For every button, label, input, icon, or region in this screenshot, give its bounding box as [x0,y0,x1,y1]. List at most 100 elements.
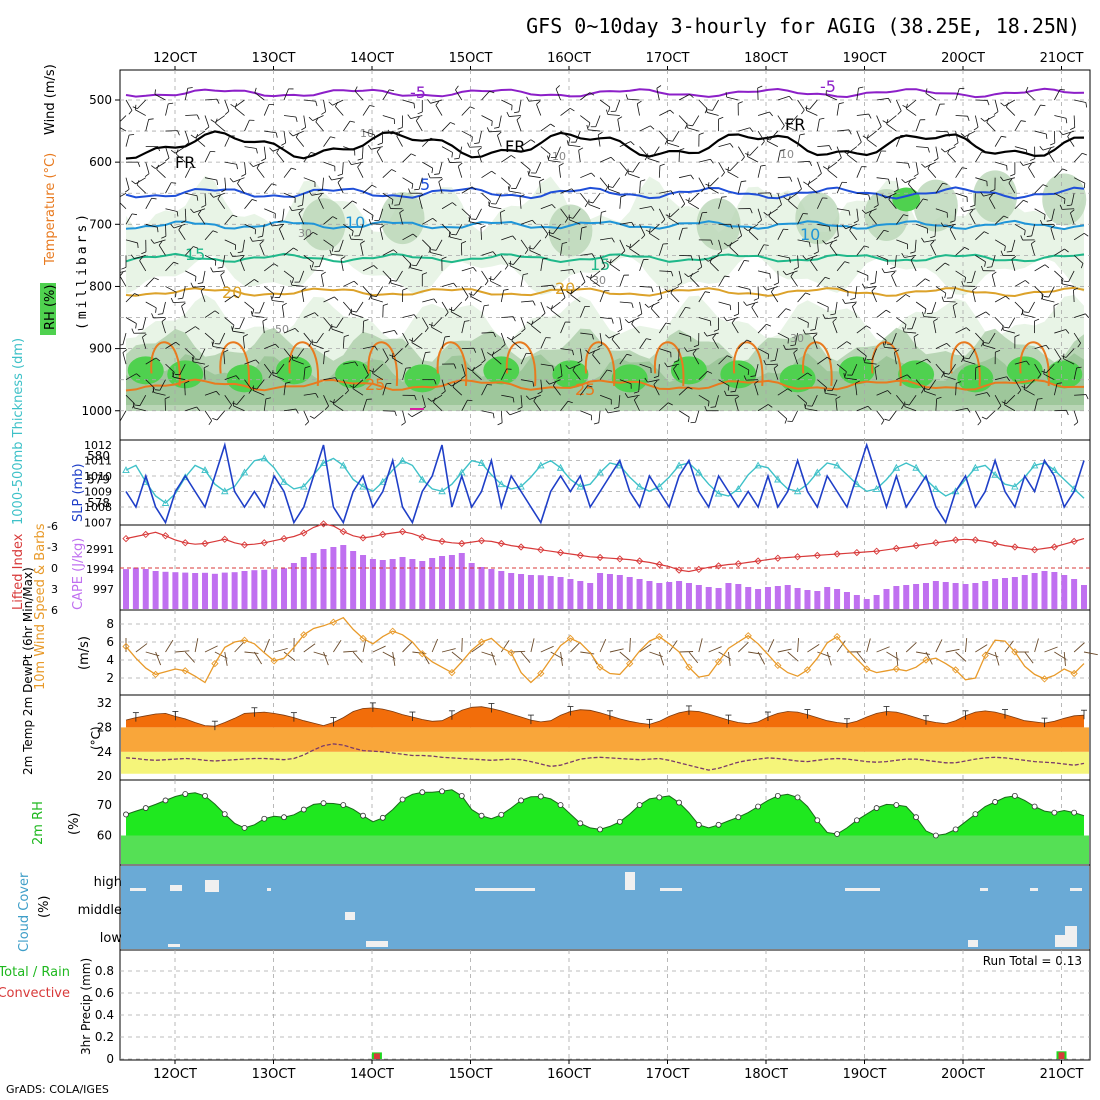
wind-barb-flag [783,228,789,231]
wind-barb [769,130,779,141]
wind-barb [244,223,256,230]
wind-barb [806,110,818,116]
wind-barb [994,99,999,112]
wind-barb [836,341,848,349]
li-marker [734,560,742,568]
wind-barb-flag [940,148,946,153]
wind-barb [342,120,351,132]
wind-barb [256,167,265,178]
wind-barb [955,348,964,358]
wind-barb [807,185,818,194]
wind-barb-flag [610,156,615,162]
rh2m-marker [893,802,900,808]
wind-barb [955,88,960,101]
rh-legend-swatch [40,283,56,335]
wind-barb [204,310,216,318]
wind-barb-flag [668,212,671,219]
wind-barb [797,394,807,404]
wind-barb [539,181,542,194]
wind-barb [259,301,265,314]
wind-barb-flag [156,164,159,170]
wind-barb-flag [129,134,135,136]
cape-bar [587,583,594,609]
wind-barb-flag [941,373,945,378]
wind-barb [382,89,390,101]
wind-barb [1014,199,1024,210]
wind-barb [1050,228,1055,240]
li-marker [991,539,999,548]
wind-barb [931,301,937,314]
wind-barb [770,291,779,303]
wind-barb-flag [131,328,135,334]
wind-barb-flag [949,225,954,230]
wind-barb [599,255,606,267]
wind-barb [712,99,719,111]
thickness-marker [793,487,802,495]
wind-barb [913,336,917,349]
wind-barb [955,130,959,143]
wind-barb [647,379,660,383]
wind-barb-flag [964,277,967,283]
wind-barb-flag [288,132,294,137]
wind-barb-flag [295,116,298,122]
wind-barb-flag [586,275,591,279]
wind-barb [498,115,502,128]
rh-contour-label: 30 [790,332,804,345]
wind-barb [678,94,690,101]
wind-barb-flag [605,408,609,414]
isotherm-label: 25 [575,380,595,399]
wind-barb-flag [243,334,248,338]
wind-barb [224,177,227,190]
wind10-barb [807,643,820,653]
wind-barb-flag [357,158,363,161]
wind-barb [356,301,364,313]
wind10-barb [886,651,899,660]
wind-barb-flag [585,349,590,354]
cape-bar [1051,572,1058,609]
wind-barb [831,379,838,391]
wind-barb-flag [944,262,950,266]
wind-barb-flag [533,396,537,402]
wind-barb-flag [754,380,759,385]
wind10-barb [748,651,763,655]
wind-barb [994,395,1002,406]
wind-barb-flag [131,213,138,216]
wind-barb [895,99,902,112]
li-marker [971,536,979,544]
wind-barb [413,332,423,342]
rh2m-marker [419,789,426,796]
wind-barb-flag [751,303,756,308]
wind-barb-flag [504,265,509,270]
wind-barb [777,95,790,101]
cape-bar [715,588,722,609]
wind-barb [362,321,365,334]
rh2m-marker [537,793,544,800]
wind-barb [323,395,329,407]
wind-barb-flag [1043,296,1049,298]
wind-barb [572,369,581,380]
wind-barb-flag [251,309,255,315]
wind-barb [450,236,462,241]
cape-bar [429,558,436,609]
wind-barb-flag [394,330,398,335]
wind-barb [955,247,965,256]
wind-barb [283,348,292,359]
wind-barb [332,99,344,106]
wind-barb [418,177,423,190]
wind-barb [707,186,719,194]
wind-barb-flag [725,168,731,172]
wind-barb-flag [526,321,532,325]
rh2m-marker [202,792,208,799]
wind-barb [303,115,307,128]
cape-bar [922,583,929,609]
wind-barb-flag [961,357,964,363]
wind-barb-flag [175,292,177,298]
wind-barb-flag [881,420,885,425]
wind-barb [125,317,137,324]
wind-barb-flag [1044,264,1050,269]
wind-barb [224,394,232,406]
wind-barb [254,92,265,101]
wind-barb [1073,332,1081,344]
wind-barb-flag [216,179,219,185]
wind-barb [362,363,369,376]
